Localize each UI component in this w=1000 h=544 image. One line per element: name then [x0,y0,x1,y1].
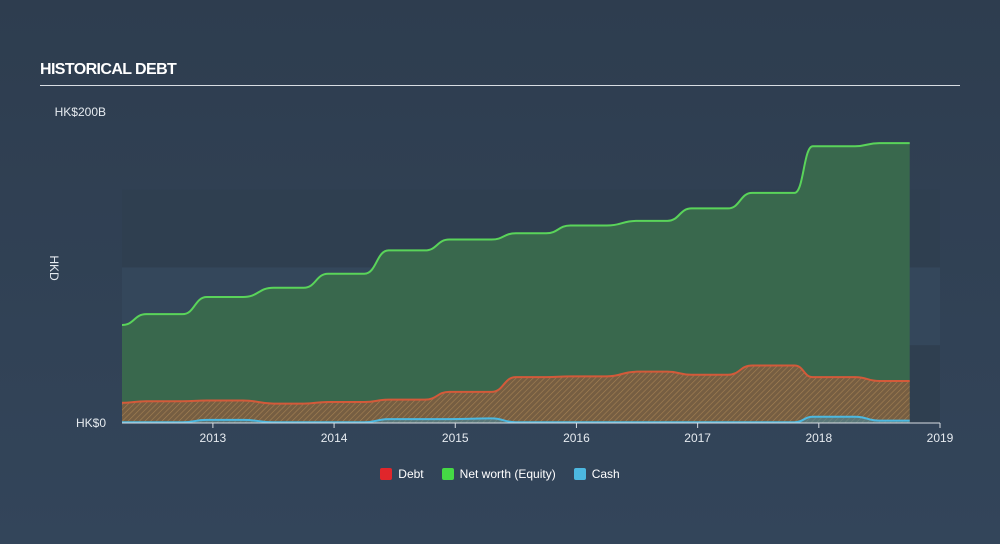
legend-swatch [380,468,393,480]
x-tick-label: 2016 [563,431,590,445]
y-tick-label: HK$0 [76,416,106,430]
x-tick-label: 2017 [684,431,711,445]
x-tick-label: 2013 [200,431,227,445]
axes: HK$0 HK$200B 2013 2014 2015 2016 2017 2018 2019 [55,105,954,445]
cash-line [121,415,910,424]
title-divider [40,85,960,86]
legend-item-debt[interactable]: Debt [380,467,424,481]
x-tick-label: 2019 [927,431,954,445]
legend-swatch [441,468,454,480]
legend-label: Cash [591,467,620,481]
y-tick-label: HK$200B [55,105,106,119]
legend-label: Debt [398,467,424,481]
x-tick-label: 2018 [805,431,832,445]
chart-title: HISTORICAL DEBT [40,61,177,78]
legend: Debt Net worth (Equity) Cash [0,467,1000,481]
legend-item-cash[interactable]: Cash [573,467,620,481]
legend-label: Net worth (Equity) [459,467,556,481]
y-axis-label: HKD [47,255,61,281]
equity-line [121,142,910,327]
x-tick-label: 2014 [321,431,348,445]
x-tick-label: 2015 [442,431,469,445]
debt-line [121,364,910,405]
equity-area [122,143,910,423]
legend-item-equity[interactable]: Net worth (Equity) [441,467,556,481]
legend-swatch [573,468,586,480]
debt-area [122,365,910,423]
series-areas [121,142,910,424]
